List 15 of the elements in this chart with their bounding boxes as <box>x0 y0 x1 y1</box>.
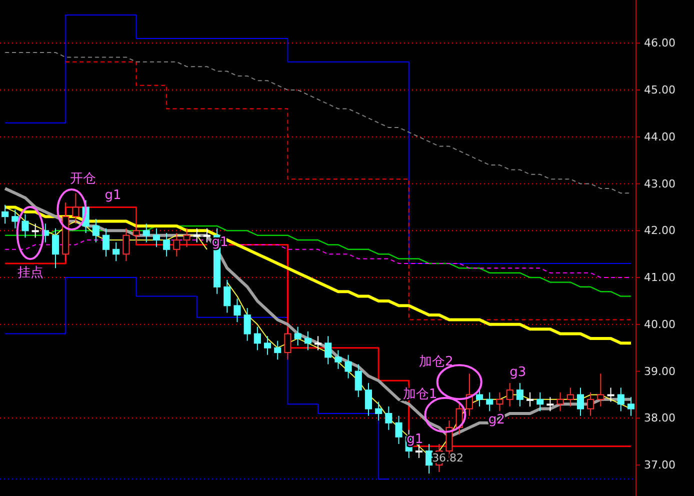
ytick: 41.00 <box>644 271 676 284</box>
annotation: 挂点 <box>17 265 44 280</box>
ytick: 40.00 <box>644 318 676 331</box>
ytick: 42.00 <box>644 224 676 238</box>
annotation: g1 <box>104 188 122 203</box>
ytick: 44.00 <box>644 130 676 144</box>
ytick: 43.00 <box>644 177 676 190</box>
ytick: 46.00 <box>644 36 676 50</box>
annotation: 开仓 <box>70 172 96 187</box>
ytick: 38.00 <box>644 412 676 425</box>
ytick: 37.00 <box>644 458 676 472</box>
annotation: g3 <box>510 365 526 380</box>
annotation: 加仓2 <box>418 354 454 370</box>
ytick: 39.00 <box>644 364 676 378</box>
ytick: 45.00 <box>644 84 676 96</box>
